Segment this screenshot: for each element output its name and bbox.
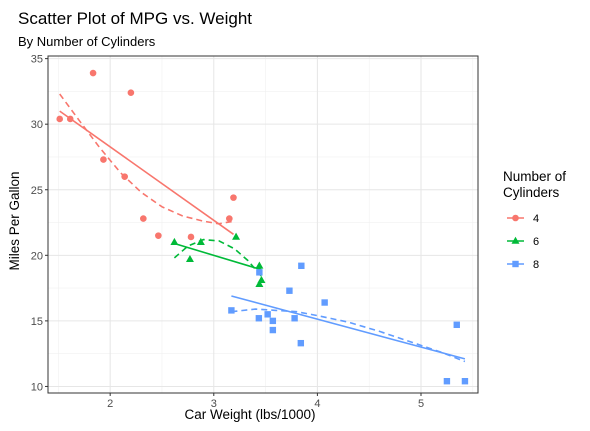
legend-keys: 4 6 8 bbox=[507, 213, 539, 271]
point-6-cyl bbox=[232, 232, 241, 240]
point-4-cyl bbox=[187, 233, 195, 241]
point-8-cyl bbox=[443, 377, 451, 385]
smooth-fit-4-cyl bbox=[59, 93, 234, 225]
panel-border bbox=[47, 55, 479, 394]
plot-panel bbox=[47, 55, 479, 394]
point-6-cyl bbox=[170, 237, 179, 246]
legend-label-8: 8 bbox=[533, 259, 539, 271]
point-8-cyl bbox=[269, 317, 277, 325]
y-tick-label: 30 bbox=[31, 119, 43, 131]
point-6-cyl bbox=[255, 279, 264, 287]
point-8-cyl bbox=[321, 299, 328, 306]
point-8-cyl bbox=[256, 269, 263, 276]
chart-subtitle: By Number of Cylinders bbox=[18, 34, 156, 49]
legend-title-line-1: Number of bbox=[503, 169, 566, 184]
point-4-cyl bbox=[230, 194, 237, 201]
linear-fit-lines bbox=[59, 110, 466, 360]
smooth-fit-8-cyl bbox=[231, 308, 466, 363]
point-4-cyl bbox=[127, 89, 135, 97]
point-6-cyl bbox=[185, 254, 194, 263]
point-6-cyl bbox=[196, 237, 205, 246]
point-8-cyl bbox=[269, 326, 277, 334]
x-tick-label: 2 bbox=[107, 398, 113, 410]
legend-marker-6 bbox=[511, 236, 520, 244]
point-8-cyl bbox=[264, 311, 271, 318]
legend-title-line-2: Cylinders bbox=[503, 185, 560, 200]
y-tick-label: 15 bbox=[31, 316, 43, 328]
grid-lines bbox=[48, 56, 478, 393]
x-axis-title: Car Weight (lbs/1000) bbox=[184, 407, 315, 422]
point-8-cyl bbox=[297, 339, 305, 347]
y-axis-ticks: 10 15 20 25 30 35 bbox=[31, 54, 48, 393]
point-4-cyl bbox=[155, 232, 162, 239]
linear-fit-6-cyl bbox=[174, 242, 262, 271]
x-tick-label: 4 bbox=[314, 398, 320, 410]
point-8-cyl bbox=[228, 307, 235, 314]
point-4-cyl bbox=[140, 215, 147, 222]
point-4-cyl bbox=[89, 69, 97, 77]
legend-label-4: 4 bbox=[533, 213, 539, 225]
y-tick-label: 25 bbox=[31, 185, 43, 197]
x-tick-label: 3 bbox=[211, 398, 217, 410]
point-8-cyl bbox=[286, 287, 293, 294]
linear-fit-8-cyl bbox=[231, 295, 466, 360]
point-4-cyl bbox=[56, 115, 64, 123]
point-8-cyl bbox=[453, 321, 460, 329]
point-8-cyl bbox=[298, 262, 305, 270]
x-axis-ticks: 2 3 4 5 bbox=[107, 393, 424, 410]
data-points bbox=[56, 69, 469, 385]
y-tick-label: 35 bbox=[31, 54, 43, 66]
y-tick-label: 20 bbox=[31, 250, 43, 262]
point-8-cyl bbox=[255, 315, 263, 322]
point-4-cyl bbox=[66, 115, 74, 123]
point-4-cyl bbox=[121, 173, 128, 180]
y-tick-label: 10 bbox=[31, 381, 43, 393]
smooth-fit-6-cyl bbox=[173, 238, 263, 277]
smooth-fit-lines bbox=[59, 93, 466, 363]
point-6-cyl bbox=[255, 261, 264, 269]
point-4-cyl bbox=[226, 215, 233, 222]
chart-title: Scatter Plot of MPG vs. Weight bbox=[18, 9, 252, 28]
point-4-cyl bbox=[100, 156, 107, 163]
legend-marker-8 bbox=[512, 260, 519, 268]
legend: Number of Cylinders 4 6 8 bbox=[503, 169, 566, 271]
legend-label-6: 6 bbox=[533, 236, 539, 248]
linear-fit-4-cyl bbox=[59, 110, 234, 235]
point-8-cyl bbox=[291, 315, 298, 322]
point-8-cyl bbox=[461, 377, 469, 385]
x-tick-label: 5 bbox=[418, 398, 424, 410]
y-axis-title: Miles Per Gallon bbox=[7, 171, 22, 270]
legend-marker-4 bbox=[512, 214, 519, 222]
